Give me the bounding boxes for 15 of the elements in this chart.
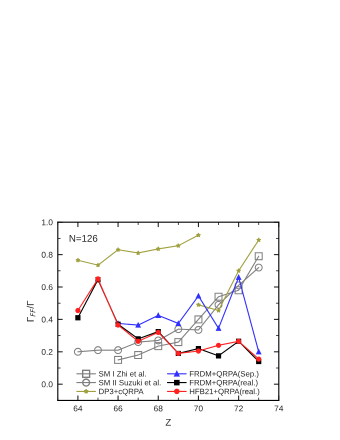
y-tick-label: 0.6 bbox=[42, 284, 53, 290]
y-tick-label: 0.4 bbox=[42, 316, 53, 322]
annotation: N=126 bbox=[70, 234, 98, 242]
y-tick-label: 0.2 bbox=[42, 349, 53, 355]
y-tick-label: 1.0 bbox=[42, 219, 53, 226]
x-tick-label: 68 bbox=[154, 405, 163, 412]
x-tick-label: 64 bbox=[74, 405, 82, 412]
x-tick-label: 70 bbox=[194, 405, 203, 412]
y-tick-label: 0.0 bbox=[42, 381, 53, 388]
x-tick-label: 66 bbox=[114, 405, 122, 412]
x-tick-label: 74 bbox=[274, 406, 284, 412]
y-axis-title: Γ$_{FF}$/Γ bbox=[26, 300, 36, 322]
x-tick-label: 72 bbox=[234, 405, 243, 412]
y-tick-label: 0.8 bbox=[42, 252, 53, 258]
x-axis-title: Z bbox=[166, 418, 171, 426]
